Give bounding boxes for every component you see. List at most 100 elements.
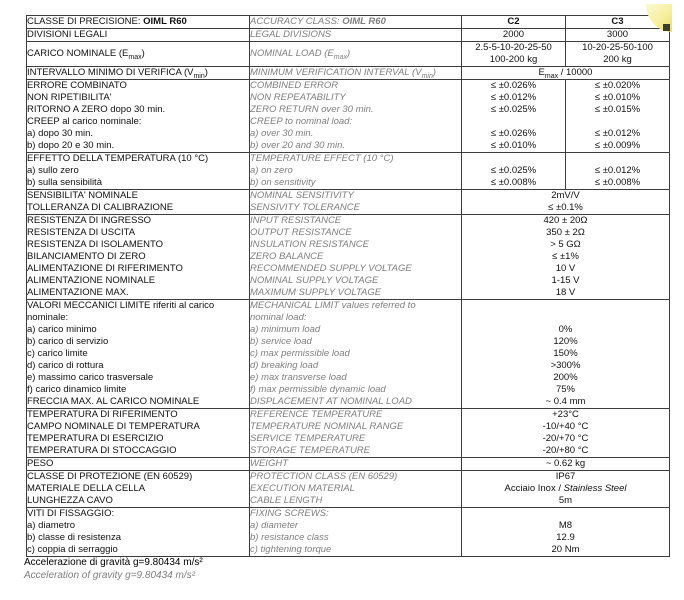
spec-text-line: STORAGE TEMPERATURE [250,445,370,456]
sticky-note-corner-dot [663,24,670,31]
spec-text-line: DISPLACEMENT AT NOMINAL LOAD [250,396,412,407]
spec-text-line: 12.9 [556,532,575,543]
spec-text-line: a) on zero [250,165,293,176]
spec-text-line: c) tightening torque [250,544,332,555]
spec-text-line: >300% [550,360,581,371]
spec-text-line: CAMPO NOMINALE DI TEMPERATURA [27,421,200,432]
spec-text-line: ≤ ±0.1% [548,202,583,213]
label-english-cell: ACCURACY CLASS: OIML R60 [249,15,462,29]
spec-text-line: CABLE LENGTH [250,495,323,506]
spec-row-group: RESISTENZA DI INGRESSO RESISTENZA DI USCI… [26,214,670,300]
spec-text-line [462,300,669,312]
spec-text-line [462,508,669,520]
spec-text-line: ZERO BALANCE [250,251,324,262]
spec-text-line: MINIMUM VERIFICATION INTERVAL (Vmin) [250,67,437,80]
spec-text-line: 18 V [555,287,576,298]
label-italian-cell: CLASSE DI PRECISIONE: OIML R60 [26,15,250,29]
label-english-cell: FIXING SCREWS: a) diameter b) resistance c… [249,507,462,557]
spec-text-line: RITORNO A ZERO dopo 30 min. [27,104,166,115]
spec-text-line: LUNGHEZZA CAVO [27,495,113,506]
spec-text-line: e) massimo carico trasversale [27,372,154,383]
spec-text-line: b) dopo 20 e 30 min. [27,140,115,151]
spec-text-line: ALIMENTAZIONE MAX. [27,287,129,298]
label-italian-cell: PESO [26,457,250,471]
spec-text-line: COMBINED ERROR [250,80,339,91]
spec-text-line: ≤ ±0.009% [594,140,641,151]
spec-text-line: c) max permissible load [250,348,350,359]
spec-text-line: CREEP al carico nominale: [27,116,142,127]
spec-text-line: a) diametro [27,520,76,531]
value-c2-cell: ≤ ±0.025% ≤ ±0.008% [461,152,566,190]
value-merged-cell: ~ 0.62 kg [461,457,670,471]
spec-row-group: CLASSE DI PROTEZIONE (EN 60529) MATERIALE… [26,470,670,508]
spec-text-line [462,153,565,165]
spec-text-line: ≤ ±0.026% [490,128,537,139]
spec-text-line: 5m [558,495,573,506]
spec-text-line: > 5 GΩ [550,239,581,250]
value-merged-cell: 2mV/V ≤ ±0.1% [461,189,670,215]
spec-text-line: ≤ ±0.010% [594,92,641,103]
spec-text-line: 10-20-25-50-100 [582,42,653,53]
spec-text-line: 120% [553,336,578,347]
spec-row-group: ERRORE COMBINATO NON RIPETIBILITA' RITORNO… [26,79,670,153]
spec-text-line: e) max transverse load [250,372,347,383]
label-english-cell: MINIMUM VERIFICATION INTERVAL (Vmin) [249,66,462,80]
spec-text-line [566,153,669,165]
spec-text-line: MECHANICAL LIMIT values referred to [250,300,416,311]
value-merged-cell: +23°C -10/+40 °C -20/+70 °C -20/+80 °C [461,408,670,458]
spec-text-line: nominale: [27,312,69,323]
spec-text-line: 150% [553,348,578,359]
spec-text-line: TEMPERATURA DI STOCCAGGIO [27,445,177,456]
spec-text-line: b) resistance class [250,532,329,543]
label-italian-cell: DIVISIONI LEGALI [26,28,250,42]
label-english-cell: TEMPERATURE EFFECT (10 °C) a) on zero b) o… [249,152,462,190]
spec-row-group: PESO WEIGHT ~ 0.62 kg [26,457,670,471]
spec-text-line: VITI DI FISSAGGIO: [27,508,115,519]
spec-text-line: CARICO NOMINALE (Emax) [27,48,145,61]
spec-text-line: c) coppia di serraggio [27,544,118,555]
value-merged-cell: M8 12.9 20 Nm [461,507,670,557]
spec-text-line: b) service load [250,336,312,347]
spec-text-line: 2000 [502,29,525,40]
spec-text-line: SENSIVITY TOLERANCE [250,202,360,213]
label-italian-cell: SENSIBILITA' NOMINALE TOLLERANZA DI CALIB… [26,189,250,215]
spec-text-line: ≤ ±0.012% [490,92,537,103]
spec-text-line: Acciaio Inox / Stainless Steel [504,483,627,494]
spec-text-line: ≤ ±0.012% [594,128,641,139]
spec-text-line: nominal load: [250,312,307,323]
spec-text-line: VALORI MECCANICI LIMITE riferiti al cari… [27,300,215,311]
spec-text-line: -10/+40 °C [542,421,589,432]
spec-text-line: a) over 30 min. [250,128,314,139]
value-c2-cell: ≤ ±0.026% ≤ ±0.012% ≤ ±0.025% ≤ ±0.026% ≤ ±0… [461,79,566,153]
spec-text-line: INTERVALLO MINIMO DI VERIFICA (Vmin) [27,67,208,80]
spec-text-line: 100-200 kg [489,54,538,65]
spec-text-line: ACCURACY CLASS: OIML R60 [250,16,386,27]
spec-text-line: ZERO RETURN over 30 min. [250,104,374,115]
gravity-note-english: Acceleration of gravity g=9.80434 m/s² [24,570,195,581]
spec-text-line: 420 ± 20Ω [543,215,588,226]
spec-text-line: EFFETTO DELLA TEMPERATURA (10 °C) [27,153,209,164]
spec-text-line: NOMINAL SUPPLY VOLTAGE [250,275,379,286]
value-c3-cell: 3000 [565,28,670,42]
spec-text-line: 2mV/V [551,190,580,201]
label-english-cell: LEGAL DIVISIONS [249,28,462,42]
label-italian-cell: TEMPERATURA DI RIFERIMENTO CAMPO NOMINALE… [26,408,250,458]
spec-text-line: REFERENCE TEMPERATURE [250,409,383,420]
spec-text-line: -20/+80 °C [542,445,589,456]
spec-text-line: DIVISIONI LEGALI [27,29,108,40]
spec-text-line: ≤ ±0.025% [490,104,537,115]
spec-text-line: EXECUTION MATERIAL [250,483,355,494]
spec-row-group: DIVISIONI LEGALI LEGAL DIVISIONS 2000 3000 [26,28,670,42]
spec-text-line: ~ 0.62 kg [545,458,586,469]
label-italian-cell: ERRORE COMBINATO NON RIPETIBILITA' RITORNO… [26,79,250,153]
spec-text-line: a) sullo zero [27,165,79,176]
spec-text-line [566,116,669,128]
spec-text-line: ≤ ±0.015% [594,104,641,115]
spec-text-line: FIXING SCREWS: [250,508,329,519]
spec-text-line: PROTECTION CLASS (EN 60529) [250,471,398,482]
value-c3-cell: ≤ ±0.012% ≤ ±0.008% [565,152,670,190]
spec-text-line: 0% [558,324,573,335]
spec-text-line: TEMPERATURE NOMINAL RANGE [250,421,404,432]
spec-text-line: CLASSE DI PRECISIONE: OIML R60 [27,16,187,27]
spec-text-line [462,312,669,324]
